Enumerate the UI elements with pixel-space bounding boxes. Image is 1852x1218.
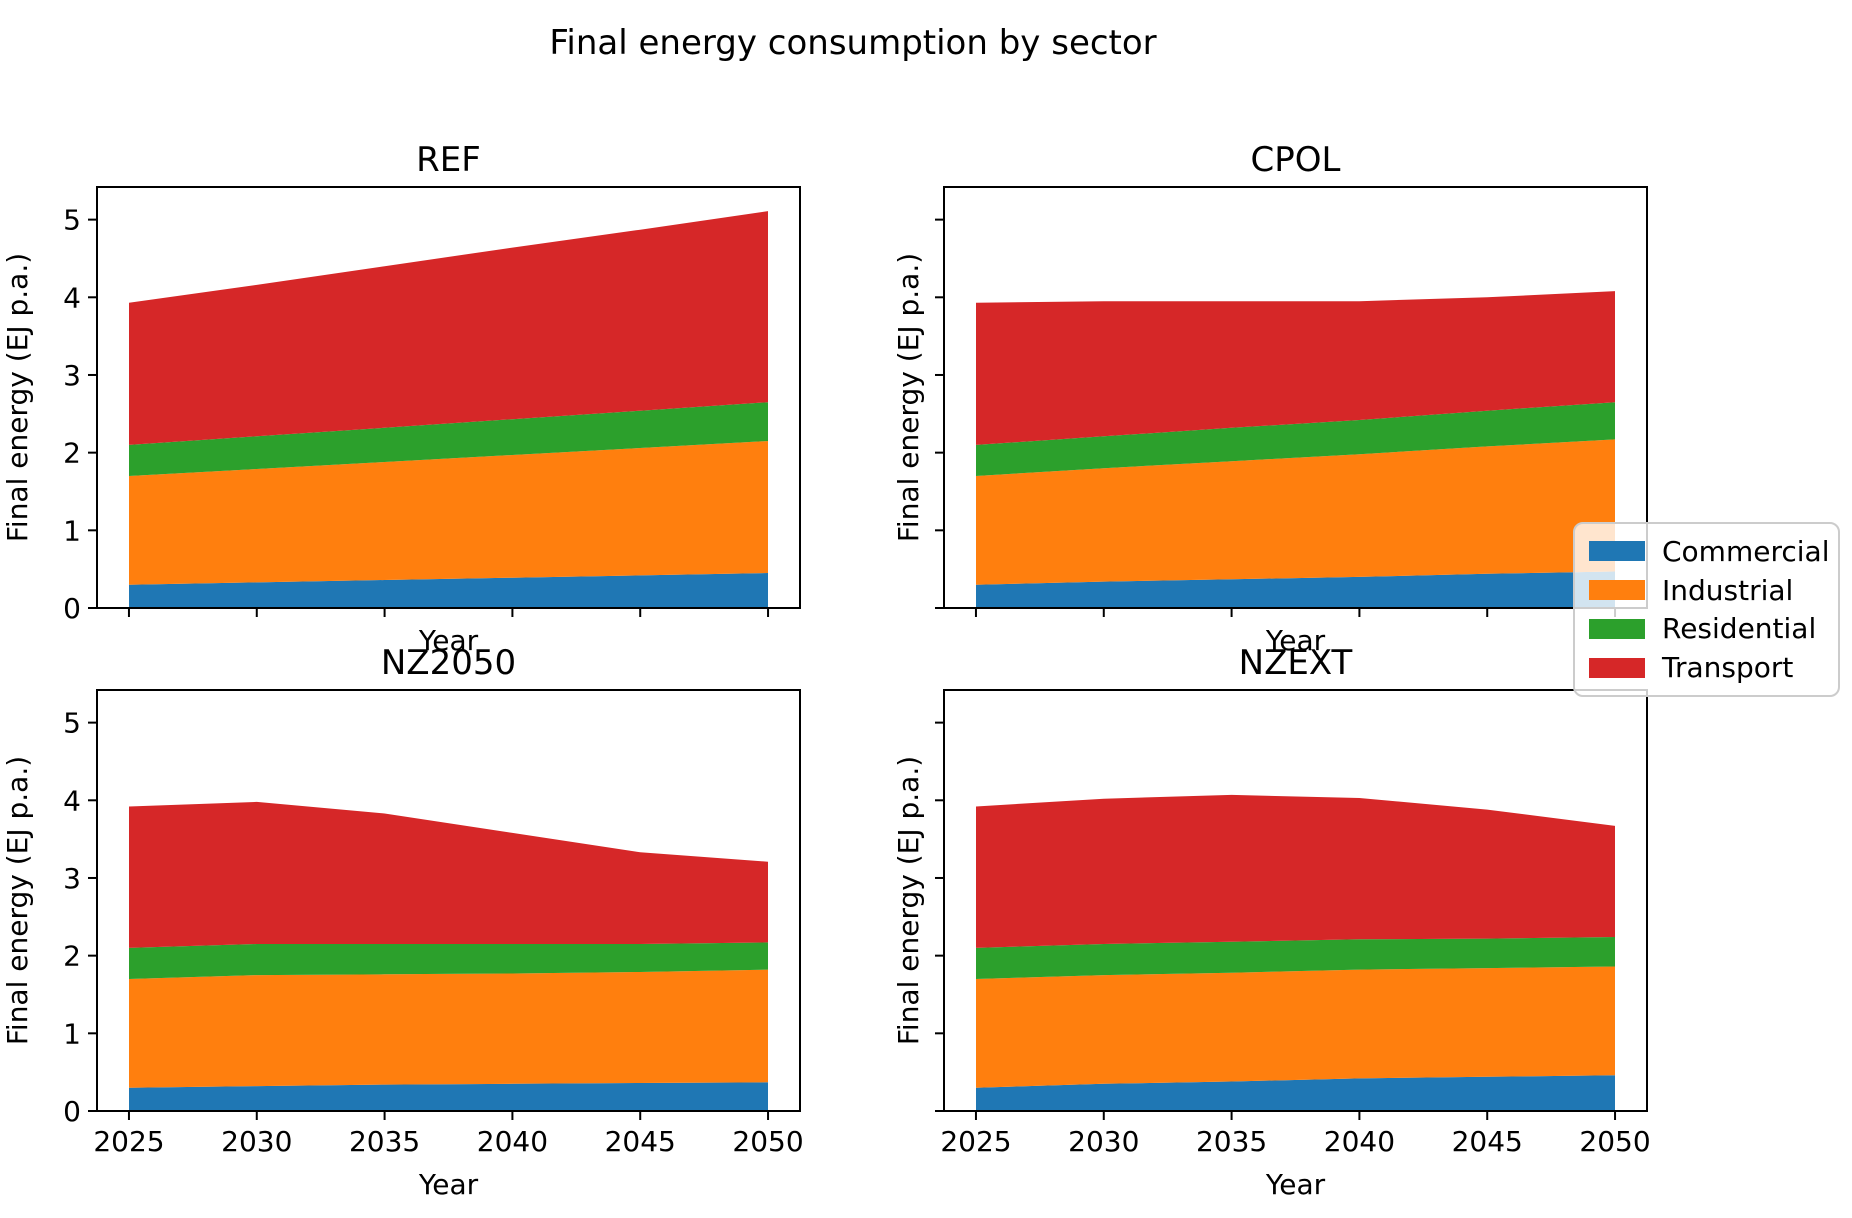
y-tick-label: 4: [63, 281, 81, 314]
legend-item-industrial: Industrial: [1589, 574, 1824, 607]
area-residential: [976, 402, 1615, 476]
x-tick-label: 2040: [477, 1125, 548, 1158]
y-axis-label: Final energy (EJ p.a.): [1, 253, 34, 542]
chart-title: REF: [416, 140, 481, 180]
y-tick-label: 5: [63, 204, 81, 237]
y-tick-label: 1: [63, 1017, 81, 1050]
y-tick-label: 2: [63, 437, 81, 470]
legend-label: Transport: [1662, 651, 1794, 685]
chart-nzext: 2025 2030 2035 2040 2045 2050 NZEXT Year Final e…: [892, 643, 1651, 1201]
legend-swatch-commercial: [1589, 541, 1645, 562]
legend-item-transport: Transport: [1589, 651, 1824, 684]
chart-nz2050: 2025 2030 2035 2040 2045 2050 0 1 2 3 4 5 NZ2050 Year…: [1, 643, 804, 1201]
chart-title: NZEXT: [1239, 643, 1353, 683]
legend-label: Industrial: [1662, 573, 1794, 607]
chart-title: NZ2050: [381, 643, 516, 683]
x-tick-label: 2050: [1579, 1125, 1650, 1158]
x-tick-label: 2040: [1324, 1125, 1395, 1158]
y-tick-label: 5: [63, 707, 81, 740]
x-axis-label: Year: [1265, 624, 1326, 657]
x-tick-label: 2035: [349, 1125, 420, 1158]
figure-title: Final energy consumption by sector: [549, 23, 1157, 63]
legend-label: Commercial: [1662, 534, 1830, 568]
area-industrial: [976, 439, 1615, 585]
legend-item-commercial: Commercial: [1589, 535, 1829, 568]
x-tick-label: 2030: [1068, 1125, 1139, 1158]
legend-swatch-residential: [1589, 618, 1645, 639]
x-tick-label: 2045: [1452, 1125, 1523, 1158]
area-commercial: [129, 573, 768, 608]
legend-swatch-industrial: [1589, 580, 1645, 601]
area-transport: [976, 291, 1615, 445]
y-axis-label: Final energy (EJ p.a.): [892, 756, 925, 1045]
area-commercial: [976, 1075, 1615, 1111]
y-tick-label: 1: [63, 514, 81, 547]
axes-frame: [943, 689, 1648, 1112]
area-transport: [976, 794, 1615, 948]
chart-cpol: CPOL Year Final energy (EJ p.a.): [892, 140, 1648, 657]
area-industrial: [129, 441, 768, 585]
y-tick-label: 2: [63, 940, 81, 973]
chart-ref: 0 1 2 3 4 5 REF Year Final energy (EJ p.a.): [1, 140, 801, 657]
x-axis-label: Year: [418, 624, 479, 657]
y-tick-label: 4: [63, 784, 81, 817]
y-tick-label: 3: [63, 359, 81, 392]
y-tick-label: 3: [63, 862, 81, 895]
area-industrial: [976, 966, 1615, 1088]
axes-frame: [96, 689, 801, 1112]
area-commercial: [976, 571, 1615, 608]
x-tick-label: 2050: [732, 1125, 803, 1158]
area-residential: [976, 937, 1615, 979]
area-transport: [129, 211, 768, 445]
legend-item-residential: Residential: [1589, 612, 1824, 645]
axes-frame: [943, 186, 1648, 609]
x-tick-label: 2025: [940, 1125, 1011, 1158]
x-axis-label: Year: [1265, 1168, 1326, 1201]
x-tick-label: 2030: [221, 1125, 292, 1158]
legend: Commercial Industrial Residential Transport: [1573, 522, 1840, 697]
x-tick-label: 2035: [1196, 1125, 1267, 1158]
area-residential: [129, 402, 768, 476]
legend-label: Residential: [1662, 612, 1817, 646]
legend-swatch-transport: [1589, 657, 1645, 678]
x-axis-label: Year: [418, 1168, 479, 1201]
y-tick-label: 0: [63, 1095, 81, 1128]
x-tick-label: 2025: [93, 1125, 164, 1158]
y-tick-label: 0: [63, 592, 81, 625]
area-residential: [129, 942, 768, 979]
chart-title: CPOL: [1251, 140, 1341, 180]
area-industrial: [129, 969, 768, 1088]
x-tick-label: 2045: [605, 1125, 676, 1158]
axes-frame: [96, 186, 801, 609]
y-axis-label: Final energy (EJ p.a.): [892, 253, 925, 542]
area-transport: [129, 801, 768, 948]
y-axis-label: Final energy (EJ p.a.): [1, 756, 34, 1045]
area-commercial: [129, 1082, 768, 1111]
